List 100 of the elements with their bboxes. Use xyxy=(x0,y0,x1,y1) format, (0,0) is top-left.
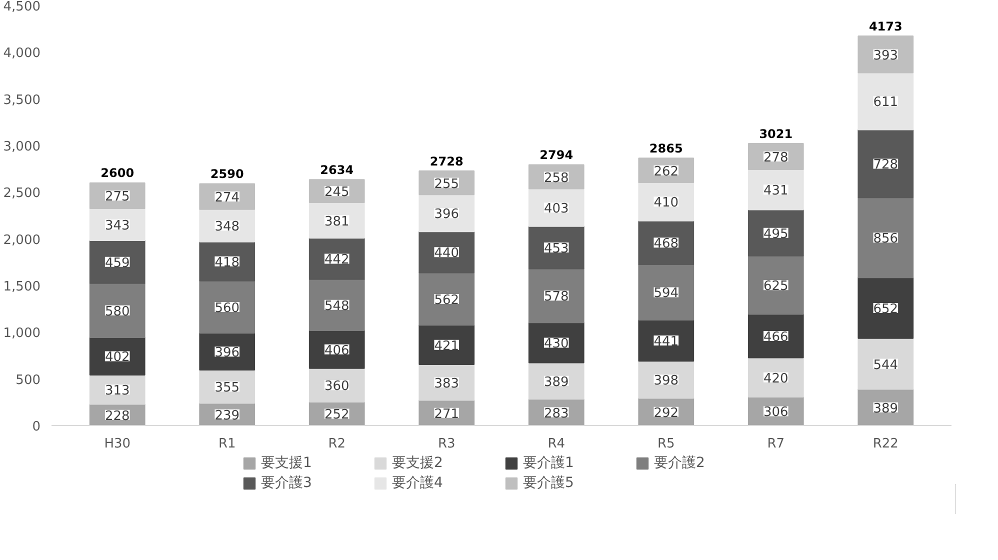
data-label: 306 xyxy=(763,405,788,420)
data-label: 580 xyxy=(104,304,130,320)
data-label: 262 xyxy=(654,164,679,180)
bar xyxy=(199,280,256,334)
y-tick-label: 2,000 xyxy=(3,232,40,248)
total-label: 2794 xyxy=(540,148,574,162)
bar xyxy=(528,188,584,227)
bar xyxy=(858,36,914,74)
data-label: 459 xyxy=(104,256,130,271)
x-tick-label: R3 xyxy=(438,436,456,452)
data-label: 611 xyxy=(873,95,898,110)
total-label: 3021 xyxy=(759,126,793,141)
data-label: 239 xyxy=(214,408,240,424)
data-label: 313 xyxy=(104,384,130,399)
x-tick-label: R4 xyxy=(548,436,566,452)
legend-label: 要支援2 xyxy=(392,454,444,472)
bar xyxy=(418,231,475,274)
data-label: 274 xyxy=(214,190,240,206)
data-label: 410 xyxy=(654,196,679,211)
y-tick-label: 4,000 xyxy=(3,46,40,62)
y-tick-label: 1,500 xyxy=(3,280,40,294)
bar xyxy=(748,209,804,256)
data-label: 292 xyxy=(654,406,679,421)
bar xyxy=(89,336,146,376)
data-label: 544 xyxy=(873,358,898,373)
bar xyxy=(748,314,804,358)
bar xyxy=(858,129,914,198)
data-label: 343 xyxy=(104,218,130,234)
data-label: 421 xyxy=(434,338,460,354)
data-label: 348 xyxy=(214,220,240,235)
y-tick-label: 3,500 xyxy=(3,92,40,108)
data-label: 430 xyxy=(544,336,569,352)
x-tick-label: R5 xyxy=(657,436,675,452)
data-label: 560 xyxy=(214,300,240,316)
bar xyxy=(638,264,694,320)
data-label: 258 xyxy=(544,170,569,186)
data-label: 578 xyxy=(544,290,569,305)
x-tick-label: R7 xyxy=(767,436,785,452)
bar xyxy=(638,319,694,362)
bar xyxy=(858,277,914,339)
data-label: 495 xyxy=(763,226,788,242)
bar xyxy=(418,324,475,365)
bar xyxy=(748,357,804,398)
data-label: 355 xyxy=(214,380,240,396)
data-label: 381 xyxy=(324,214,350,230)
data-label: 562 xyxy=(434,292,460,308)
bar xyxy=(89,282,146,338)
data-label: 431 xyxy=(763,184,788,199)
bar xyxy=(418,272,475,326)
bar xyxy=(638,182,694,222)
legend-label: 要介護1 xyxy=(523,454,575,472)
legend-label: 要介護3 xyxy=(261,474,313,492)
bar xyxy=(638,220,694,265)
bar xyxy=(418,194,475,232)
data-label: 396 xyxy=(434,207,460,222)
data-label: 406 xyxy=(324,343,350,358)
data-label: 652 xyxy=(873,302,898,317)
y-tick-label: 4,500 xyxy=(3,0,40,14)
y-tick-label: 1,000 xyxy=(3,326,40,342)
y-tick-label: 0 xyxy=(32,420,41,434)
data-label: 728 xyxy=(873,158,898,173)
y-tick-label: 3,000 xyxy=(3,140,40,154)
data-label: 255 xyxy=(434,176,460,192)
bar xyxy=(858,72,914,130)
total-label: 4173 xyxy=(868,19,902,34)
data-label: 403 xyxy=(544,202,569,217)
data-label: 275 xyxy=(104,190,130,205)
total-label: 2865 xyxy=(649,142,683,156)
bar xyxy=(308,330,365,369)
x-tick-label: R1 xyxy=(218,436,236,452)
bar xyxy=(89,240,146,284)
bar xyxy=(528,226,584,270)
legend-label: 要介護2 xyxy=(654,454,706,472)
x-tick-label: R2 xyxy=(328,436,346,452)
bar xyxy=(858,338,914,390)
bar xyxy=(748,168,804,210)
data-label: 398 xyxy=(654,374,679,389)
legend-label: 要支援1 xyxy=(261,454,313,472)
y-tick-label: 2,500 xyxy=(3,186,40,202)
total-label: 2728 xyxy=(430,154,464,168)
data-label: 383 xyxy=(434,376,460,392)
bar xyxy=(858,197,914,278)
y-tick-label: 500 xyxy=(16,372,41,388)
data-label: 418 xyxy=(214,255,240,270)
data-label: 442 xyxy=(324,252,350,268)
data-label: 856 xyxy=(873,232,898,247)
data-label: 252 xyxy=(324,408,350,423)
data-label: 441 xyxy=(654,334,679,350)
x-tick-label: R22 xyxy=(872,436,898,452)
data-label: 389 xyxy=(544,374,569,390)
bar xyxy=(528,322,584,364)
x-tick-label: H30 xyxy=(104,436,131,452)
data-label: 245 xyxy=(324,185,350,200)
data-label: 389 xyxy=(873,401,898,416)
legend-label: 要介護4 xyxy=(392,474,444,492)
data-label: 393 xyxy=(873,48,898,64)
data-label: 625 xyxy=(763,279,788,294)
data-label: 594 xyxy=(654,286,679,302)
bar xyxy=(528,268,584,324)
bar xyxy=(308,238,365,280)
